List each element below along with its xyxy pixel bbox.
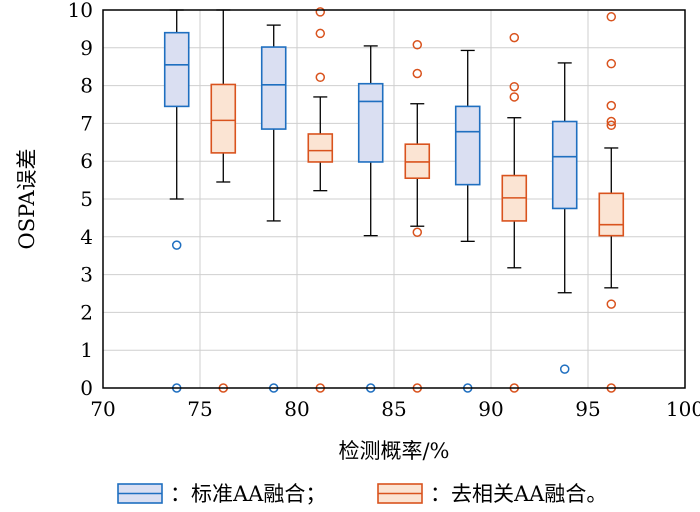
y-axis-label: OSPA误差	[15, 149, 39, 250]
box-4	[454, 49, 481, 393]
outlier-point	[509, 92, 520, 102]
box-1	[210, 9, 237, 393]
y-tick-label: 9	[80, 36, 93, 60]
iqr-box	[454, 105, 481, 186]
legend-item-2: ：去相关AA融合。	[377, 482, 607, 506]
outlier-point	[606, 120, 617, 131]
iqr-box	[163, 31, 190, 108]
box-series	[163, 7, 625, 393]
outlier-point	[412, 227, 423, 238]
y-tick-label: 8	[80, 74, 93, 98]
outlier-point	[559, 364, 570, 374]
y-tick-label: 3	[80, 263, 93, 287]
outlier-point	[315, 28, 326, 39]
y-tick-label: 1	[80, 338, 93, 362]
iqr-box	[307, 133, 334, 163]
iqr-box	[260, 46, 287, 130]
y-tick-label: 10	[68, 0, 93, 22]
outlier-point	[606, 12, 617, 22]
outlier-point	[606, 299, 617, 309]
series-2	[210, 7, 625, 393]
outlier-point	[606, 58, 617, 69]
iqr-box	[551, 120, 578, 210]
box-5	[598, 12, 625, 393]
x-tick-label: 75	[187, 397, 212, 421]
outlier-point	[315, 7, 326, 17]
box-1	[163, 9, 190, 393]
outlier-point	[509, 81, 520, 92]
outlier-point	[412, 40, 423, 50]
box-3	[357, 45, 384, 393]
outlier-point	[171, 240, 182, 250]
grid-lines	[102, 9, 686, 389]
series-1	[163, 9, 578, 393]
outlier-point	[606, 100, 617, 111]
legend-item-1: ：标准AA融合；	[117, 482, 326, 506]
box-2	[260, 24, 287, 393]
x-tick-label: 70	[90, 397, 115, 421]
legend: ：标准AA融合； ：去相关AA融合。	[117, 482, 607, 506]
y-tick-label: 6	[80, 149, 93, 173]
y-tick-label: 0	[80, 376, 93, 400]
outlier-point	[606, 116, 617, 127]
legend-label: ：去相关AA融合。	[430, 482, 607, 506]
y-tick-labels: 0 1 2 3 4 5 6 7 8 9 10	[68, 0, 93, 400]
y-tick-label: 7	[80, 111, 93, 135]
legend-label: ：标准AA融合；	[170, 482, 326, 506]
box-3	[404, 40, 431, 393]
x-tick-label: 90	[478, 397, 503, 421]
x-axis-label: 检测概率/%	[338, 439, 449, 463]
iqr-box	[598, 192, 625, 237]
x-tick-labels: 70 75 80 85 90 95 100	[90, 397, 700, 421]
box-2	[307, 7, 334, 393]
y-tick-label: 4	[80, 225, 93, 249]
x-tick-label: 85	[381, 397, 406, 421]
box-4	[501, 32, 528, 393]
x-tick-label: 100	[666, 397, 700, 421]
outlier-point	[315, 72, 326, 83]
box-5	[551, 62, 578, 374]
outlier-point	[509, 32, 520, 43]
y-tick-label: 2	[80, 300, 93, 324]
x-tick-label: 95	[575, 397, 600, 421]
outlier-point	[412, 68, 423, 79]
iqr-box	[210, 83, 237, 154]
x-tick-label: 80	[284, 397, 309, 421]
y-tick-label: 5	[80, 187, 93, 211]
plot-frame	[102, 9, 686, 389]
iqr-box	[357, 82, 384, 163]
